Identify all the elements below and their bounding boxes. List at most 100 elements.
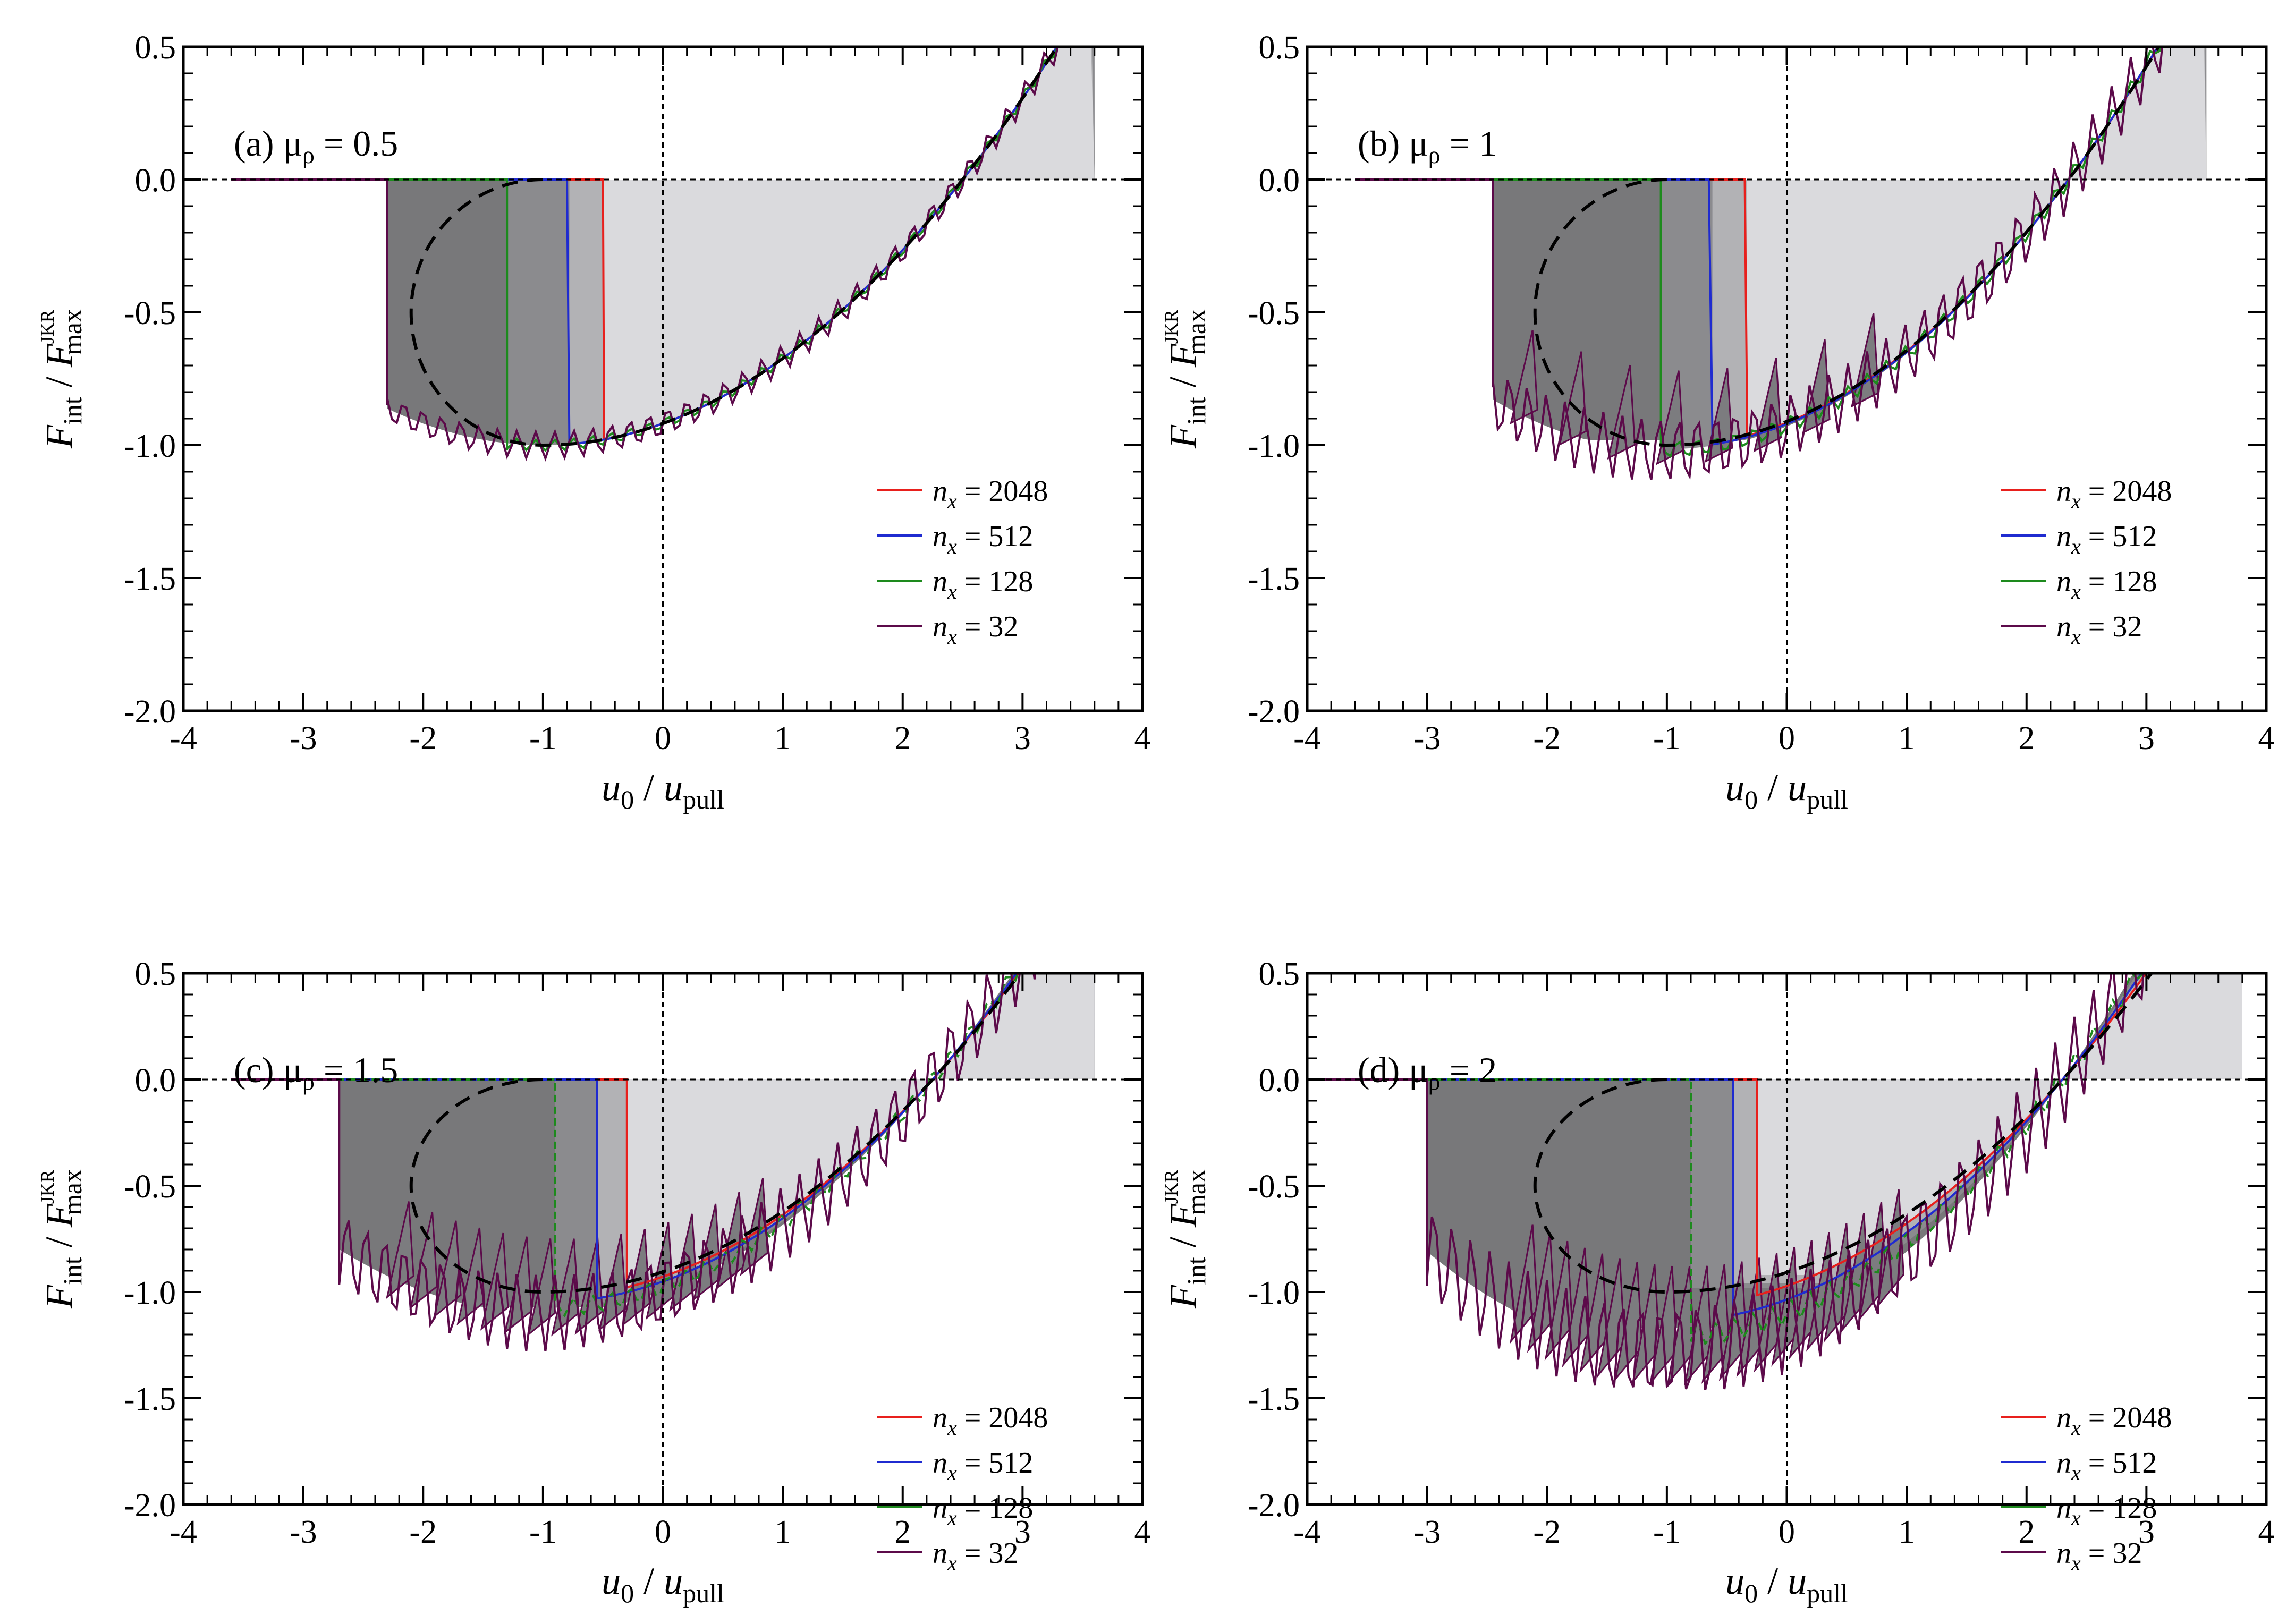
legend-entry: nx = 512: [933, 520, 1033, 558]
y-tick-label: -1.5: [1248, 1381, 1300, 1417]
series-line-2: [1307, 973, 2144, 1346]
hysteresis-fill: [1747, 47, 2207, 436]
sawtooth-tooth: [1559, 351, 1587, 446]
legend-entry: nx = 512: [2056, 520, 2157, 558]
x-tick-label: 4: [2258, 720, 2275, 756]
x-tick-label: 1: [1899, 1514, 1915, 1550]
y-tick-label: 0.0: [1259, 1062, 1300, 1099]
plot-area: [1307, 47, 2266, 711]
y-axis-label: Fint / FJKRmax: [37, 309, 87, 449]
legend-entry: nx = 2048: [933, 475, 1048, 513]
x-tick-label: 1: [775, 720, 791, 756]
x-tick-label: -4: [1293, 720, 1321, 756]
legend-entry: nx = 512: [2056, 1447, 2157, 1485]
x-axis-label: u0 / upull: [1725, 766, 1848, 814]
y-tick-label: -2.0: [124, 694, 176, 730]
panel-a: -4 -3 -2 -1 0 1 2 3 4 0.5 0.0 -0.5 -1.0 -1.5 -2.0 (a) μ…: [37, 30, 1151, 814]
y-tick-label: -1.5: [124, 561, 176, 597]
y-tick-label: -0.5: [1248, 295, 1300, 331]
y-tick-label: 0.0: [1259, 163, 1300, 199]
y-tick-label: -1.5: [1248, 561, 1300, 597]
series-line-2: [1355, 47, 2162, 458]
series-line-3: [1307, 973, 2145, 1391]
x-tick-label: 2: [2018, 720, 2035, 756]
x-tick-label: 1: [775, 1514, 791, 1550]
x-axis-label: u0 / upull: [602, 1560, 724, 1608]
x-tick-label: 2: [894, 1514, 911, 1550]
x-tick-label: -3: [290, 720, 317, 756]
series-line-3: [231, 973, 1037, 1352]
y-tick-label: -1.0: [1248, 1275, 1300, 1311]
x-tick-label: 2: [894, 720, 911, 756]
x-axis-label: u0 / upull: [1725, 1560, 1848, 1608]
panel-c: -4 -3 -2 -1 0 1 2 3 4 0.5 0.0 -0.5 -1.0 -1.5 -2.0 (c) μ…: [37, 956, 1151, 1608]
y-tick-label: -1.0: [1248, 428, 1300, 464]
panel-label: (a) μρ = 0.5: [234, 123, 398, 168]
sawtooth-tooth: [409, 1211, 438, 1310]
x-tick-label: 4: [2258, 1514, 2275, 1550]
x-tick-label: 3: [2138, 1514, 2155, 1550]
y-tick-label: -0.5: [124, 1169, 176, 1205]
y-tick-label: 0.5: [135, 956, 176, 992]
y-tick-label: -2.0: [1248, 694, 1300, 730]
x-tick-label: -4: [170, 720, 197, 756]
panel-label: (b) μρ = 1: [1358, 123, 1497, 168]
jkr-curve: [1533, 973, 2154, 1294]
x-tick-label: 0: [1779, 1514, 1795, 1550]
x-tick-label: 0: [655, 1514, 671, 1550]
legend-entry: nx = 32: [933, 1537, 1018, 1575]
legend-entry: nx = 128: [933, 565, 1033, 603]
legend-entry: nx = 2048: [2056, 475, 2172, 513]
x-tick-label: -3: [1413, 720, 1441, 756]
sawtooth-tooth: [1649, 1265, 1678, 1386]
x-tick-label: 4: [1134, 1514, 1151, 1550]
y-tick-label: -1.0: [124, 1275, 176, 1311]
x-tick-label: 1: [1899, 720, 1915, 756]
x-tick-label: 2: [2018, 1514, 2035, 1550]
legend-entry: nx = 32: [2056, 1537, 2142, 1575]
y-tick-label: -1.0: [124, 428, 176, 464]
y-axis-label-text: Fint / FJKRmax: [1161, 309, 1211, 449]
panel-label: (c) μρ = 1.5: [234, 1050, 398, 1095]
y-axis-label: Fint / FJKRmax: [1161, 309, 1211, 449]
x-tick-label: -2: [409, 1514, 437, 1550]
legend-entry: nx = 128: [2056, 1492, 2157, 1530]
x-tick-label: -1: [1653, 1514, 1681, 1550]
y-tick-label: -1.5: [124, 1381, 176, 1417]
legend-entry: nx = 32: [2056, 610, 2142, 649]
sawtooth-tooth: [1771, 1247, 1800, 1367]
y-axis-label: Fint / FJKRmax: [1161, 1169, 1211, 1309]
x-tick-label: -1: [1653, 720, 1681, 756]
panel-b: -4 -3 -2 -1 0 1 2 3 4 0.5 0.0 -0.5 -1.0 -1.5 -2.0 (b) μ…: [1161, 30, 2275, 814]
sawtooth-tooth: [1754, 1253, 1783, 1373]
series-line-2: [231, 47, 1059, 453]
y-tick-label: 0.0: [135, 1062, 176, 1099]
x-tick-label: -3: [290, 1514, 317, 1550]
x-tick-label: -2: [1533, 720, 1561, 756]
x-tick-label: 3: [1014, 720, 1031, 756]
x-tick-label: -4: [170, 1514, 197, 1550]
x-tick-label: -2: [409, 720, 437, 756]
plot-area: [1307, 973, 2266, 1504]
sawtooth-tooth: [1823, 1223, 1852, 1343]
y-axis-label-text: Fint / FJKRmax: [37, 309, 87, 449]
legend-entry: nx = 2048: [2056, 1401, 2172, 1440]
sawtooth-tooth: [1579, 1253, 1608, 1374]
panel-d: -4 -3 -2 -1 0 1 2 3 4 0.5 0.0 -0.5 -1.0 -1.5 -2.0 (d) μ…: [1161, 956, 2275, 1608]
y-tick-label: 0.5: [1259, 956, 1300, 992]
legend-entry: nx = 128: [2056, 565, 2157, 603]
x-tick-label: -1: [529, 720, 557, 756]
y-tick-label: 0.5: [135, 30, 176, 66]
y-axis-label-text: Fint / FJKRmax: [37, 1169, 87, 1309]
jkr-curve: [409, 973, 1022, 1294]
x-tick-label: 3: [1014, 1514, 1031, 1550]
plot-area: [183, 47, 1142, 711]
y-tick-label: 0.5: [1259, 30, 1300, 66]
x-tick-label: -1: [529, 1514, 557, 1550]
hysteresis-fill: [604, 47, 1095, 440]
legend-entry: nx = 32: [933, 610, 1018, 649]
plot-area: [183, 973, 1142, 1504]
y-tick-label: -2.0: [1248, 1487, 1300, 1524]
x-tick-label: 0: [655, 720, 671, 756]
